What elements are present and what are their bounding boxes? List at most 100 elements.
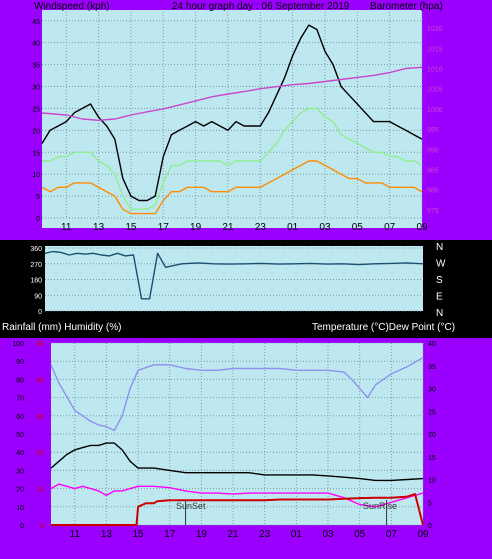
y2-tick-label: 20: [428, 432, 436, 439]
y-tick-label: 0: [38, 309, 42, 316]
y2-tick-label: 995: [427, 127, 439, 134]
y2-tick-label: 1000: [427, 107, 443, 114]
x-tick-label: 23: [255, 222, 267, 233]
y2-tick-label: 1005: [427, 87, 443, 94]
y-tick-label: 270: [30, 262, 42, 269]
direction-plot-area: [45, 246, 423, 311]
graph-title: 24 hour graph day : 06 September 2019: [172, 1, 350, 12]
rain-tick-label: 40: [36, 377, 44, 384]
sunset-annotation: SunSet: [176, 501, 206, 511]
y2-tick-label: 0: [428, 523, 432, 530]
y2-tick-label: 1010: [427, 67, 443, 74]
y-tick-label: 90: [16, 359, 24, 366]
x-tick-label: 05: [354, 529, 366, 540]
y-tick-label: 45: [32, 19, 40, 26]
y-tick-label: 30: [16, 468, 24, 475]
y-tick-label: 40: [32, 41, 40, 48]
compass-label: W: [436, 259, 446, 270]
x-tick-label: 07: [384, 222, 396, 233]
y-tick-label: 80: [16, 377, 24, 384]
y-tick-label: 15: [32, 150, 40, 157]
windspeed-axis-label: Windspeed (kph): [34, 1, 110, 12]
x-tick-label: 15: [133, 529, 145, 540]
x-tick-label: 09: [416, 222, 428, 233]
series-line: [50, 442, 424, 482]
rain-humidity-axis-label: Rainfall (mm) Humidity (%): [2, 322, 121, 333]
series-line: [41, 24, 423, 202]
temp-dewpoint-axis-label: Temperature (°C)Dew Point (°C): [312, 322, 455, 333]
rain-tick-label: 30: [36, 414, 44, 421]
rain-tick-label: 20: [36, 450, 44, 457]
series-line: [50, 483, 424, 508]
x-tick-label: 21: [227, 529, 239, 540]
series-line: [42, 107, 423, 210]
x-tick-label: 09: [417, 529, 429, 540]
y2-tick-label: 5: [428, 500, 432, 507]
y-tick-label: 0: [20, 523, 24, 530]
y2-tick-label: 35: [428, 364, 436, 371]
rain-tick-label: 10: [36, 487, 44, 494]
y-tick-label: 90: [34, 293, 42, 300]
series-line: [50, 356, 424, 432]
x-tick-label: 19: [196, 529, 208, 540]
y-tick-label: 60: [16, 414, 24, 421]
y2-tick-label: 40: [428, 341, 436, 348]
series-line: [51, 493, 424, 526]
y-tick-label: 0: [36, 216, 40, 223]
y-tick-label: 50: [16, 432, 24, 439]
temp-panel-header-background: [0, 318, 492, 338]
x-tick-label: 11: [70, 529, 81, 540]
compass-label: N: [436, 242, 443, 253]
y2-tick-label: 1015: [427, 46, 443, 53]
y-tick-label: 70: [16, 396, 24, 403]
x-tick-label: 23: [259, 529, 271, 540]
x-tick-label: 21: [222, 222, 234, 233]
x-tick-label: 05: [352, 222, 364, 233]
x-tick-label: 07: [386, 529, 398, 540]
y2-tick-label: 10: [428, 478, 436, 485]
y2-tick-label: 15: [428, 455, 436, 462]
compass-label: N: [436, 308, 443, 319]
y2-tick-label: 30: [428, 387, 436, 394]
compass-label: E: [436, 292, 443, 303]
x-tick-label: 01: [291, 529, 303, 540]
y-tick-label: 30: [32, 85, 40, 92]
x-tick-label: 13: [101, 529, 113, 540]
y-tick-label: 35: [32, 63, 40, 70]
series-line: [41, 160, 423, 215]
y-tick-label: 360: [30, 246, 42, 253]
series-line: [41, 66, 423, 122]
sunrise-annotation: SunRise: [363, 501, 397, 511]
x-tick-label: 19: [190, 222, 202, 233]
y-tick-label: 25: [32, 106, 40, 113]
y-tick-label: 5: [36, 194, 40, 201]
y-tick-label: 180: [30, 278, 42, 285]
y-tick-label: 10: [32, 172, 40, 179]
y-tick-label: 100: [12, 341, 24, 348]
y2-tick-label: 975: [427, 208, 439, 215]
x-tick-label: 17: [164, 529, 176, 540]
rain-tick-label: 50: [36, 341, 44, 348]
x-tick-label: 13: [93, 222, 105, 233]
x-tick-label: 01: [287, 222, 299, 233]
x-tick-label: 15: [125, 222, 137, 233]
compass-label: S: [436, 275, 443, 286]
x-tick-label: 17: [158, 222, 170, 233]
y2-tick-label: 980: [427, 188, 439, 195]
x-tick-label: 03: [319, 222, 331, 233]
y2-tick-label: 25: [428, 409, 436, 416]
barometer-axis-label: Barometer (hpa): [370, 1, 443, 12]
y2-tick-label: 985: [427, 168, 439, 175]
y2-tick-label: 990: [427, 147, 439, 154]
y2-tick-label: 1020: [427, 26, 443, 33]
series-line: [44, 250, 424, 300]
y-tick-label: 40: [16, 450, 24, 457]
y-tick-label: 10: [16, 505, 24, 512]
y-tick-label: 20: [16, 487, 24, 494]
y-tick-label: 20: [32, 128, 40, 135]
x-tick-label: 11: [61, 222, 72, 233]
rain-tick-label: 0: [40, 523, 44, 530]
x-tick-label: 03: [322, 529, 334, 540]
